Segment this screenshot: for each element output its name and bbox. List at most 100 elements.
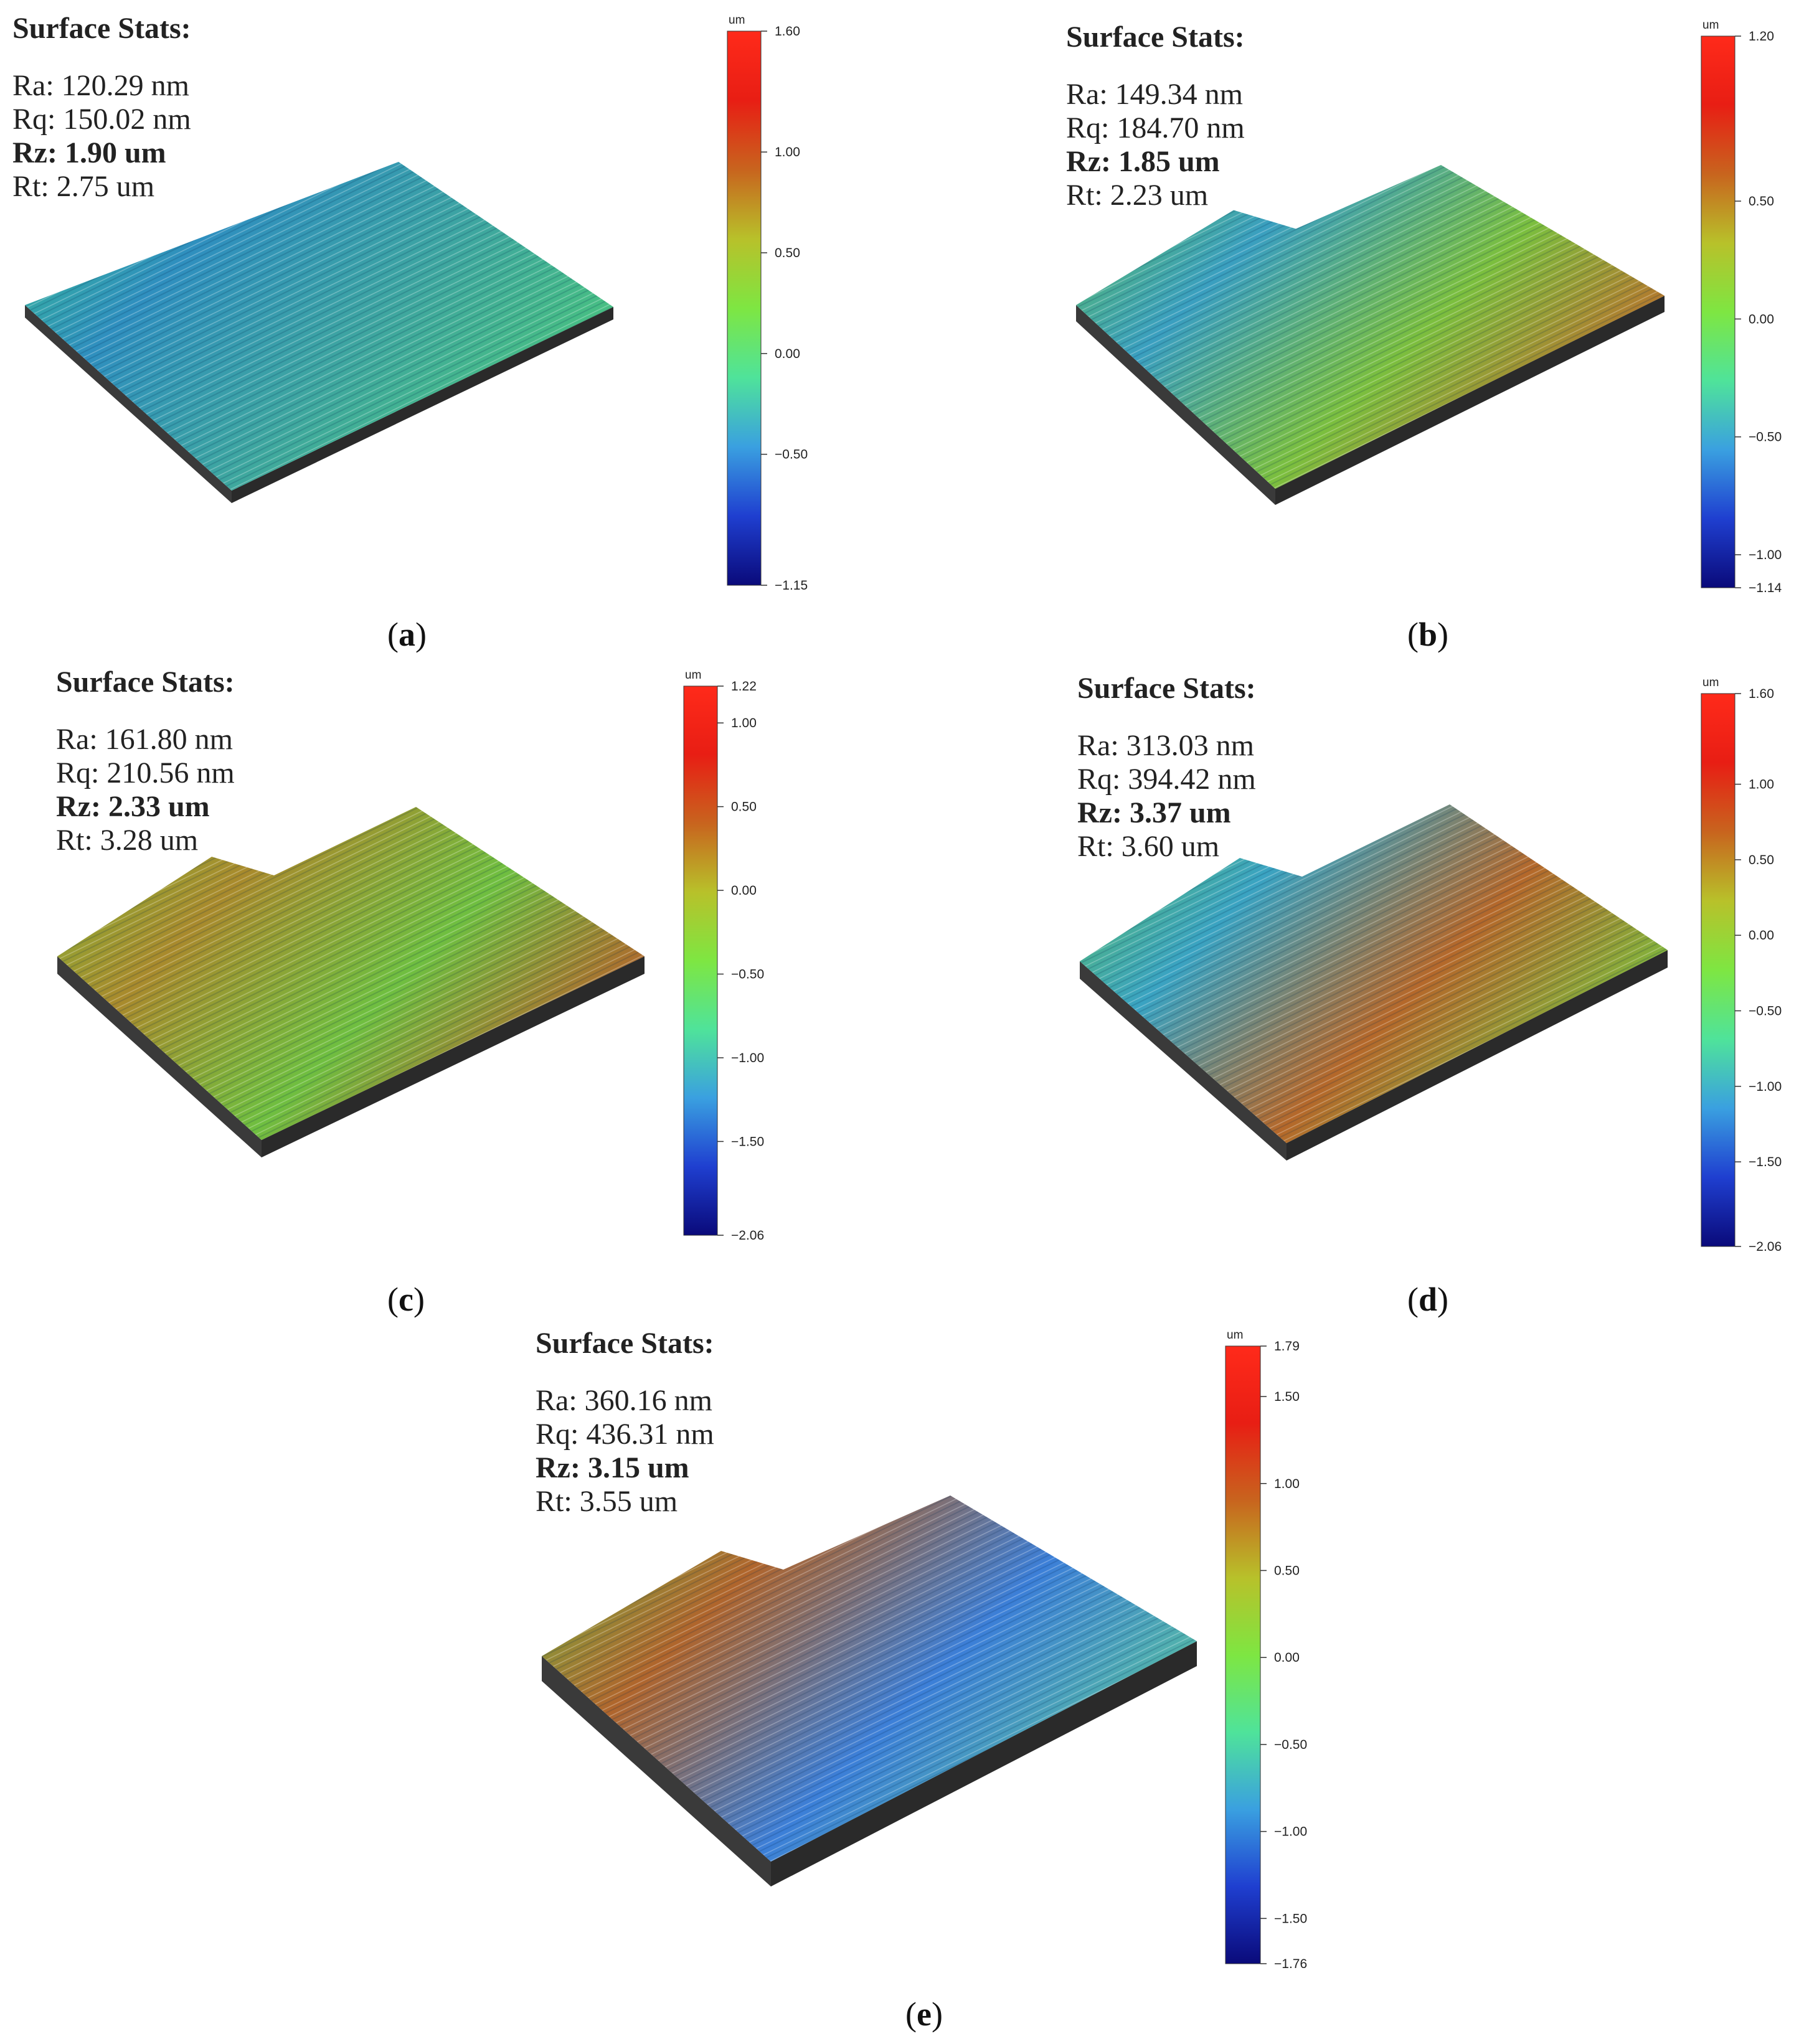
colorbar-tick-label: −1.00: [731, 1051, 764, 1065]
stat-ra: Ra: 149.34 nm: [1066, 77, 1243, 111]
colorbar-unit: um: [729, 14, 745, 27]
colorbar-tick-label: −2.06: [731, 1228, 764, 1243]
surface-stats-b: Surface Stats: Ra: 149.34 nm Rq: 184.70 nm…: [1066, 21, 1245, 212]
stats-title: Surface Stats:: [1066, 21, 1245, 54]
stat-rz: Rz: 1.90 um: [12, 136, 166, 169]
stat-ra: Ra: 161.80 nm: [56, 722, 233, 756]
colorbar-gradient: [1701, 35, 1736, 588]
surface-base-left: [25, 305, 232, 503]
caption-letter: a: [398, 616, 415, 653]
surface-texture: [1076, 165, 1665, 489]
surface-base-right: [1287, 950, 1668, 1161]
colorbar-tick-label: 1.00: [1274, 1477, 1300, 1491]
stat-ra: Ra: 360.16 nm: [536, 1383, 712, 1417]
colorbar-tick-label: 0.00: [1274, 1651, 1300, 1665]
caption-open: (: [1407, 616, 1419, 653]
panel-d: Surface Stats: Ra: 313.03 nm Rq: 394.42 nm…: [902, 657, 1803, 1318]
colorbar-tick-label: −0.50: [1274, 1738, 1307, 1752]
surface-base-left: [1076, 305, 1275, 505]
caption-open: (: [1407, 1281, 1419, 1318]
colorbar-tick-label: 0.00: [775, 347, 800, 361]
stats-title: Surface Stats:: [1077, 672, 1256, 705]
panel-caption-a: (a): [387, 615, 427, 654]
colorbar-tick-label: 1.60: [1749, 687, 1774, 701]
colorbar-tick-label: 0.50: [775, 246, 800, 260]
stat-rt: Rt: 3.28 um: [56, 823, 199, 857]
colorbar-unit: um: [1702, 676, 1719, 689]
colorbar-tick-label: 0.50: [731, 800, 757, 814]
colorbar-tick-label: 0.50: [1749, 194, 1774, 209]
colorbar-tick-label: −1.76: [1274, 1957, 1307, 1971]
panel-caption-b: (b): [1407, 615, 1448, 654]
surface-base-right: [771, 1641, 1197, 1886]
stat-rq: Rq: 150.02 nm: [12, 102, 191, 136]
stat-rq: Rq: 394.42 nm: [1077, 762, 1256, 796]
colorbar-tick-label: 1.00: [775, 145, 800, 159]
surface-plot-a: [25, 162, 613, 503]
stat-rz: Rz: 3.37 um: [1077, 796, 1231, 829]
panel-caption-e: (e): [905, 1995, 943, 2033]
caption-open: (: [387, 1281, 399, 1318]
surface-plot-e: [542, 1495, 1197, 1886]
colorbar-e: um 1.79 1.50 1.00 0.50 0.00 −0.50 −1.00 −1.50 −1.…: [1225, 1327, 1348, 1985]
surface-plot-b: [1076, 165, 1665, 505]
stat-rz: Rz: 2.33 um: [56, 789, 210, 823]
stat-rq: Rq: 184.70 nm: [1066, 111, 1245, 144]
surface-stats-a: Surface Stats: Ra: 120.29 nm Rq: 150.02 nm…: [12, 12, 191, 204]
surface-texture: [1080, 804, 1668, 1143]
stat-rt: Rt: 2.23 um: [1066, 178, 1209, 212]
colorbar-gradient: [683, 685, 718, 1236]
caption-letter: b: [1418, 616, 1438, 653]
surface-base-left: [1080, 961, 1287, 1161]
colorbar-tick-label: −1.50: [731, 1134, 764, 1149]
colorbar-tick-label: −0.50: [1749, 430, 1782, 445]
surface-base-right: [262, 956, 645, 1157]
colorbar-b: um 1.20 0.50 0.00 −0.50 −1.00 −1.14: [1701, 17, 1804, 610]
colorbar-tick-label: −1.00: [1749, 548, 1782, 562]
panel-a: Surface Stats: Ra: 120.29 nm Rq: 150.02 nm…: [0, 0, 902, 657]
panel-caption-c: (c): [387, 1280, 425, 1319]
caption-close: ): [1437, 1281, 1449, 1318]
caption-letter: c: [398, 1281, 413, 1318]
stat-rt: Rt: 3.55 um: [536, 1484, 678, 1518]
surface-texture: [542, 1495, 1197, 1862]
surface-texture: [57, 807, 645, 1140]
surface-base-right: [232, 307, 613, 503]
colorbar-tick-label: 1.60: [775, 24, 800, 39]
stat-rq: Rq: 210.56 nm: [56, 756, 235, 789]
colorbar-tick-label: 1.00: [1749, 778, 1774, 792]
colorbar-tick-label: −1.50: [1749, 1155, 1782, 1169]
colorbar-tick-label: 1.00: [731, 716, 757, 730]
colorbar-tick-label: 0.00: [1749, 928, 1774, 943]
colorbar-unit: um: [1702, 19, 1719, 32]
stat-rt: Rt: 3.60 um: [1077, 829, 1220, 863]
colorbar-tick-label: −0.50: [775, 448, 808, 462]
colorbar-tick-label: 1.22: [731, 679, 757, 694]
surface-base-right: [1275, 296, 1665, 505]
colorbar-tick-label: −1.00: [1274, 1825, 1307, 1839]
colorbar-tick-label: −2.06: [1749, 1240, 1782, 1254]
caption-close: ): [415, 616, 427, 653]
surface-stats-e: Surface Stats: Ra: 360.16 nm Rq: 436.31 nm…: [536, 1327, 714, 1519]
colorbar-c: um 1.22 1.00 0.50 0.00 −0.50 −1.00 −1.50 −2.06: [683, 667, 805, 1257]
surface-base-left: [542, 1656, 771, 1886]
caption-close: ): [931, 1995, 943, 2033]
colorbar-gradient: [1225, 1345, 1261, 1964]
colorbar-tick-label: 0.50: [1749, 853, 1774, 867]
colorbar-tick-label: −1.00: [1749, 1080, 1782, 1094]
surface-base-left: [57, 956, 262, 1157]
colorbar-gradient: [727, 31, 762, 586]
surface-texture: [25, 162, 613, 491]
panel-e: Surface Stats: Ra: 360.16 nm Rq: 436.31 nm…: [0, 1315, 1804, 2044]
stat-ra: Ra: 120.29 nm: [12, 68, 189, 102]
stat-ra: Ra: 313.03 nm: [1077, 728, 1254, 762]
panel-caption-d: (d): [1407, 1280, 1448, 1319]
stat-rt: Rt: 2.75 um: [12, 169, 155, 203]
colorbar-tick-label: 1.79: [1274, 1339, 1300, 1354]
stat-rz: Rz: 3.15 um: [536, 1451, 689, 1484]
colorbar-tick-label: −1.14: [1749, 581, 1782, 595]
caption-close: ): [413, 1281, 425, 1318]
surface-plot-d: [1080, 804, 1668, 1161]
caption-open: (: [387, 616, 399, 653]
caption-close: ): [1437, 616, 1449, 653]
